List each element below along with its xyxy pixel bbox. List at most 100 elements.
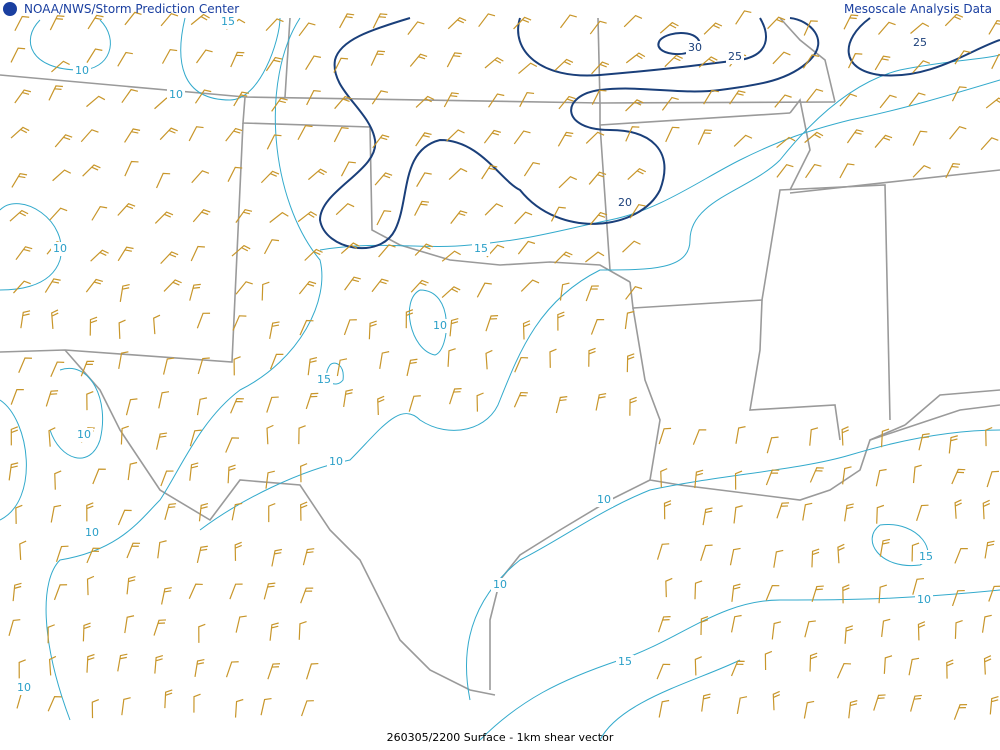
wind-barb	[370, 50, 386, 66]
wind-barb	[55, 545, 69, 562]
wind-barb	[989, 696, 999, 715]
wind-barb	[659, 21, 679, 34]
wind-barb	[555, 396, 568, 414]
wind-barb	[449, 388, 462, 405]
wind-barb	[985, 426, 993, 447]
wind-barb	[408, 395, 421, 412]
wind-barb	[340, 242, 360, 255]
wind-barb	[513, 16, 532, 30]
wind-barb	[951, 589, 965, 607]
wind-barb	[771, 621, 782, 640]
wind-barb	[305, 55, 322, 70]
wind-barb	[82, 622, 91, 642]
wind-barb	[879, 94, 897, 109]
wind-barb	[811, 548, 820, 568]
wind-barb	[117, 653, 128, 672]
wind-barb	[625, 286, 643, 300]
wind-barb	[260, 697, 272, 716]
wind-barb	[558, 175, 578, 189]
wind-barb	[50, 361, 65, 377]
label-bg	[51, 242, 69, 256]
wind-barb	[261, 281, 270, 301]
wind-barb	[51, 309, 59, 329]
wind-barb	[912, 464, 922, 484]
wind-barb	[874, 134, 893, 148]
wind-barb	[343, 389, 353, 408]
wind-barb	[117, 202, 136, 216]
wind-barb	[446, 52, 462, 68]
contour-label: 25	[913, 36, 927, 49]
wind-barb	[908, 92, 926, 107]
wind-barb	[881, 618, 891, 638]
wind-barb	[736, 696, 748, 714]
wind-barb	[660, 468, 668, 488]
wind-barb	[86, 653, 95, 673]
wind-barb	[523, 161, 541, 177]
wind-barb	[300, 501, 308, 521]
wind-barb	[160, 470, 174, 487]
wind-barb	[233, 356, 241, 376]
wind-barb	[120, 425, 129, 445]
wind-barb	[773, 549, 784, 568]
wind-barb	[405, 309, 414, 329]
wind-barb	[514, 211, 533, 225]
wind-barb	[629, 396, 637, 416]
wind-barb	[554, 58, 574, 71]
wind-barb	[625, 99, 644, 112]
wind-barb	[343, 319, 357, 336]
wind-barb	[875, 468, 887, 487]
wind-barb	[196, 545, 208, 564]
wind-barb	[269, 321, 280, 340]
wind-barb	[8, 462, 19, 481]
wind-barb	[298, 22, 316, 37]
label-bg	[83, 526, 101, 540]
wind-barb	[49, 207, 68, 221]
wind-barb	[656, 543, 670, 560]
wind-barb	[372, 13, 388, 29]
wind-barb	[624, 310, 635, 330]
wind-barb	[117, 51, 133, 67]
wind-barb	[700, 616, 709, 635]
wind-barb	[53, 584, 68, 601]
contour-label: 15	[221, 15, 235, 28]
wind-barb	[85, 278, 103, 293]
wind-barb	[878, 584, 888, 604]
wind-barb	[484, 56, 504, 69]
label-bg	[917, 550, 935, 564]
wind-barb	[47, 624, 55, 644]
wind-barb	[235, 208, 253, 224]
wind-barb	[802, 54, 820, 69]
noaa-logo	[3, 2, 17, 16]
wind-barb	[776, 136, 796, 149]
contour-label: 15	[618, 655, 632, 668]
wind-barb	[876, 504, 885, 524]
contour-label: 30	[688, 41, 702, 54]
wind-barb	[225, 127, 243, 142]
wind-barb	[733, 134, 753, 147]
wind-barb	[298, 621, 307, 640]
wind-barb	[842, 584, 850, 604]
wind-barb	[265, 56, 283, 72]
wind-barb	[164, 689, 173, 709]
wind-barb	[266, 424, 274, 445]
wind-barb	[912, 164, 931, 178]
wind-barb	[416, 172, 432, 188]
label-bg	[595, 493, 613, 507]
wind-barb	[197, 357, 210, 375]
wind-barb	[623, 14, 643, 28]
wind-barb	[811, 585, 824, 603]
header-left: NOAA/NWS/Storm Prediction Center	[24, 2, 240, 16]
wind-barb	[372, 134, 390, 149]
wind-barb	[980, 137, 999, 151]
contours	[0, 17, 1000, 741]
wind-barb	[340, 161, 356, 177]
wind-barb	[697, 129, 712, 145]
wind-barb	[302, 548, 315, 566]
wind-barb	[591, 61, 610, 75]
contour-label: 10	[597, 493, 611, 506]
wind-barb	[368, 320, 377, 340]
wind-barb	[194, 659, 205, 677]
wind-barb	[772, 51, 791, 65]
wind-barb	[449, 317, 459, 337]
